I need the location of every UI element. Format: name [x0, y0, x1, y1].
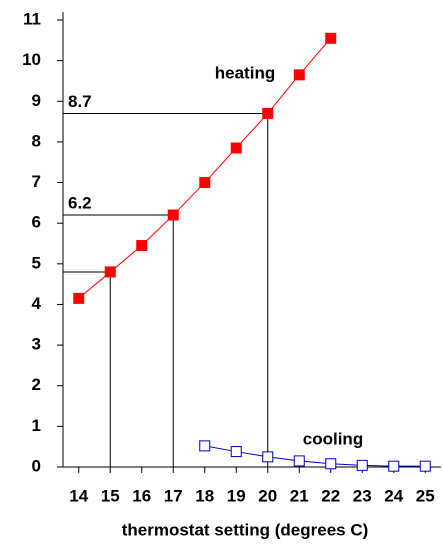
data-point	[293, 69, 305, 81]
x-tick-label: 19	[227, 486, 246, 505]
data-point	[293, 455, 305, 467]
data-point	[73, 292, 85, 304]
x-tick-label: 25	[416, 486, 435, 505]
x-tick-label: 15	[101, 486, 120, 505]
reference-label: 8.7	[68, 92, 92, 111]
x-tick-label: 17	[164, 486, 183, 505]
x-axis-label: thermostat setting (degrees C)	[122, 520, 369, 539]
data-point	[262, 451, 274, 463]
y-tick-label: 7	[32, 172, 41, 191]
y-tick-label: 4	[32, 294, 42, 313]
x-tick-label: 22	[321, 486, 340, 505]
y-tick-label: 6	[32, 213, 41, 232]
y-tick-label: 9	[32, 91, 41, 110]
data-point	[356, 459, 368, 471]
x-tick-label: 21	[290, 486, 309, 505]
data-point	[388, 460, 400, 472]
x-tick-label: 20	[258, 486, 277, 505]
y-tick-label: 2	[32, 375, 41, 394]
y-tick-label: 0	[32, 456, 41, 475]
series-label: cooling	[303, 429, 363, 448]
x-tick-label: 24	[384, 486, 403, 505]
reference-label: 6.2	[68, 194, 92, 213]
data-point	[230, 446, 242, 458]
x-tick-label: 16	[132, 486, 151, 505]
series-line	[78, 37, 332, 299]
x-tick-label: 18	[195, 486, 214, 505]
data-point	[262, 107, 274, 119]
data-point	[325, 458, 337, 470]
y-tick-label: 10	[22, 50, 41, 69]
y-tick-label: 3	[32, 335, 41, 354]
x-tick-label: 23	[353, 486, 372, 505]
y-tick-label: 5	[32, 253, 41, 272]
y-tick-label: 1	[32, 416, 41, 435]
x-tick-label: 14	[69, 486, 88, 505]
data-point	[325, 32, 337, 44]
series-label: heating	[215, 63, 275, 82]
data-point	[167, 209, 179, 221]
data-point	[199, 177, 211, 189]
y-tick-label: 11	[23, 9, 41, 28]
data-point	[199, 440, 211, 452]
data-point	[104, 266, 116, 278]
data-point	[230, 142, 242, 154]
data-point	[419, 460, 431, 472]
data-point	[136, 240, 148, 252]
y-tick-label: 8	[32, 131, 41, 150]
